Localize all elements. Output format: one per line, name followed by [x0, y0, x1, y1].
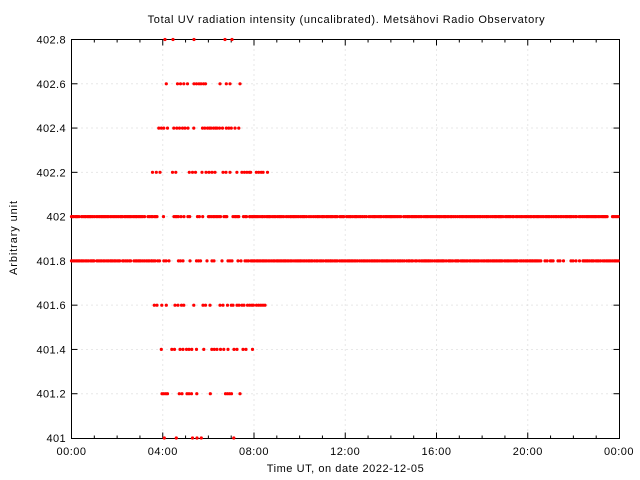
svg-text:16:00: 16:00 — [421, 446, 451, 458]
svg-text:402: 402 — [46, 212, 66, 224]
svg-text:401.4: 401.4 — [36, 344, 66, 356]
svg-text:401.2: 401.2 — [36, 389, 66, 401]
svg-text:00:00: 00:00 — [604, 446, 634, 458]
svg-text:08:00: 08:00 — [239, 446, 269, 458]
svg-text:Total UV radiation intensity (: Total UV radiation intensity (uncalibrat… — [148, 14, 546, 26]
svg-text:401.8: 401.8 — [36, 256, 66, 268]
svg-text:402.4: 402.4 — [36, 123, 66, 135]
svg-text:20:00: 20:00 — [513, 446, 543, 458]
svg-text:Arbitrary unit: Arbitrary unit — [8, 200, 20, 275]
svg-text:401.6: 401.6 — [36, 300, 66, 312]
svg-text:402.2: 402.2 — [36, 167, 66, 179]
svg-text:401: 401 — [46, 433, 66, 445]
svg-text:04:00: 04:00 — [148, 446, 178, 458]
svg-text:Time UT, on date 2022-12-05: Time UT, on date 2022-12-05 — [267, 463, 425, 475]
svg-text:402.6: 402.6 — [36, 79, 66, 91]
svg-text:402.8: 402.8 — [36, 35, 66, 47]
svg-text:12:00: 12:00 — [330, 446, 360, 458]
svg-text:00:00: 00:00 — [56, 446, 86, 458]
